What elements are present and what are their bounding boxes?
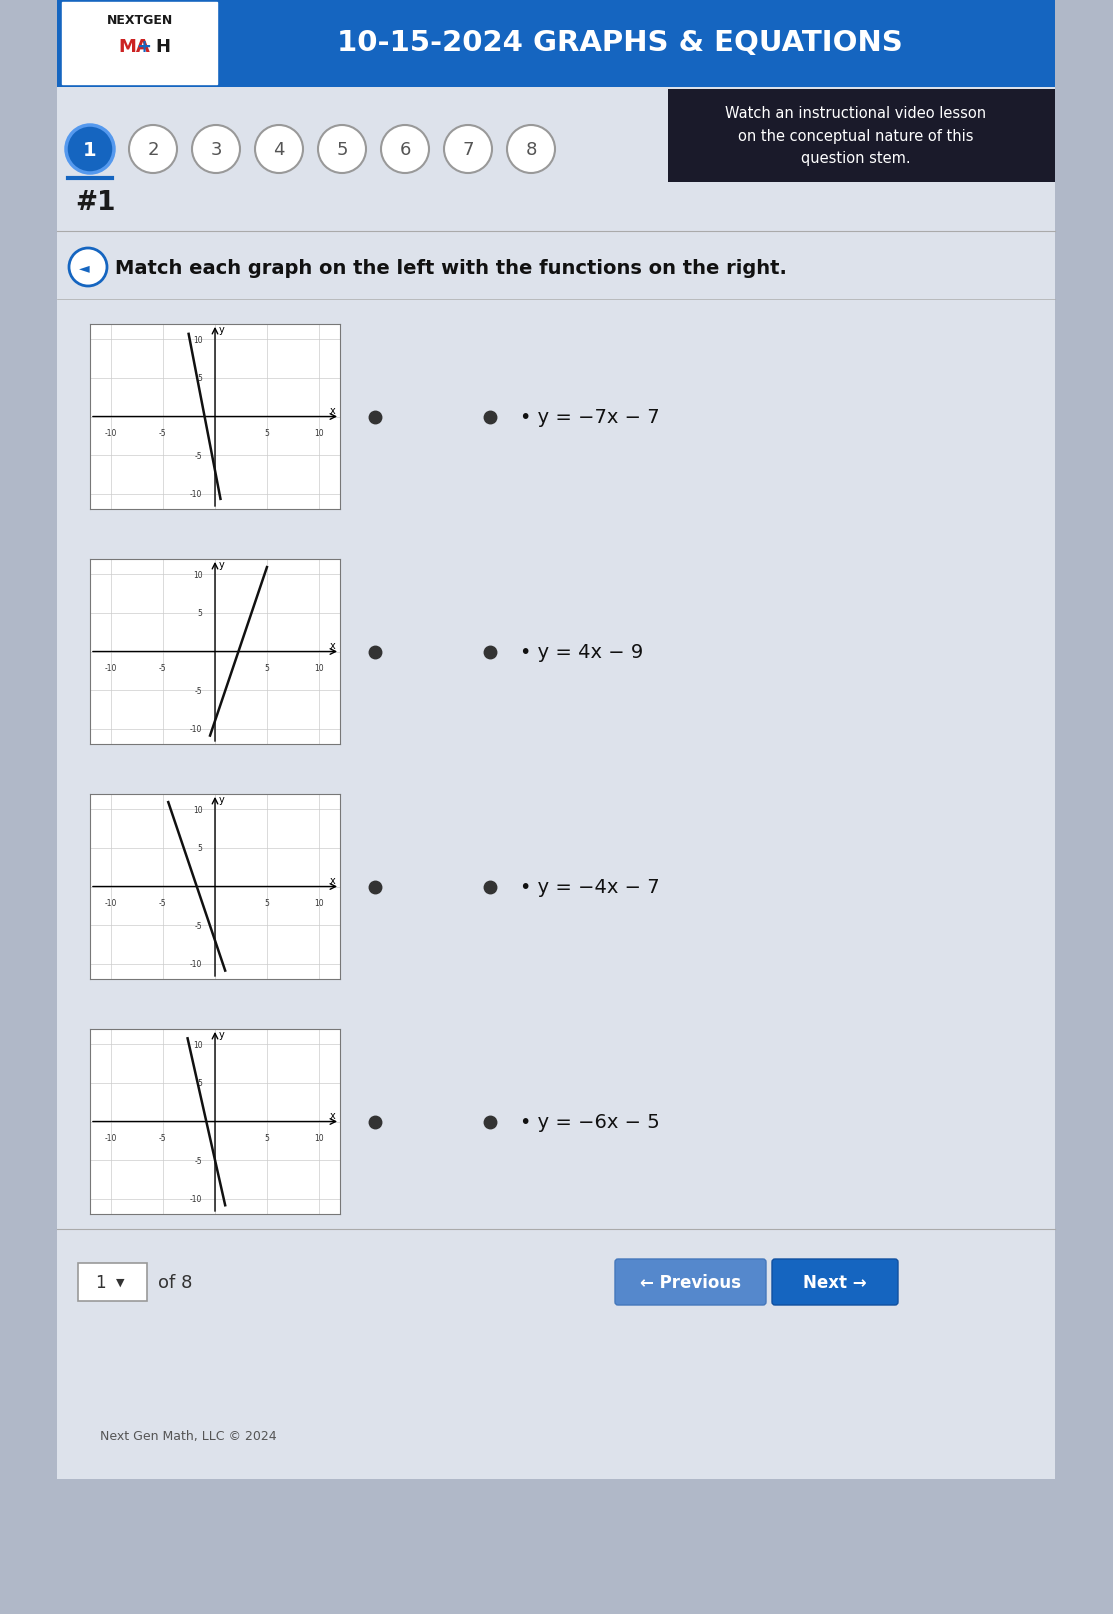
Text: -5: -5	[159, 663, 167, 673]
Text: 5: 5	[336, 140, 347, 158]
Text: y: y	[218, 1030, 224, 1039]
Text: x: x	[329, 1110, 336, 1120]
Text: -10: -10	[105, 899, 117, 907]
Text: x: x	[329, 875, 336, 884]
Text: Match each graph on the left with the functions on the right.: Match each graph on the left with the fu…	[115, 258, 787, 278]
Text: -10: -10	[190, 489, 203, 499]
Text: 10: 10	[193, 571, 203, 579]
Text: 5: 5	[198, 1078, 203, 1088]
Text: 10: 10	[193, 336, 203, 345]
Circle shape	[69, 249, 107, 287]
Text: 7: 7	[462, 140, 474, 158]
Text: -10: -10	[105, 663, 117, 673]
Text: -10: -10	[105, 429, 117, 437]
Text: NEXTGEN: NEXTGEN	[107, 13, 174, 26]
Text: 10: 10	[314, 429, 324, 437]
Text: MA: MA	[118, 39, 150, 56]
FancyBboxPatch shape	[615, 1259, 766, 1306]
Circle shape	[508, 126, 555, 174]
Bar	[668, 90, 1055, 182]
Text: -10: -10	[190, 1194, 203, 1204]
Text: -5: -5	[195, 452, 203, 460]
Text: 10: 10	[314, 1133, 324, 1143]
FancyBboxPatch shape	[78, 1264, 147, 1301]
Text: +: +	[137, 39, 151, 56]
Text: 10: 10	[193, 805, 203, 815]
Text: -5: -5	[195, 686, 203, 696]
Text: #1: #1	[75, 190, 116, 216]
Bar	[62, 3, 217, 86]
Text: 1: 1	[95, 1273, 106, 1291]
Text: ▼: ▼	[116, 1277, 125, 1288]
Text: • y = −7x − 7: • y = −7x − 7	[520, 408, 660, 426]
Text: 2: 2	[147, 140, 159, 158]
Text: -5: -5	[195, 1156, 203, 1165]
Text: 3: 3	[210, 140, 221, 158]
Circle shape	[66, 126, 114, 174]
Text: -5: -5	[159, 429, 167, 437]
Text: • y = 4x − 9: • y = 4x − 9	[520, 642, 643, 662]
Text: -10: -10	[190, 959, 203, 968]
Text: 5: 5	[265, 899, 269, 907]
Circle shape	[255, 126, 303, 174]
Text: 5: 5	[198, 608, 203, 618]
Circle shape	[129, 126, 177, 174]
Text: 10-15-2024 GRAPHS & EQUATIONS: 10-15-2024 GRAPHS & EQUATIONS	[337, 29, 903, 56]
FancyBboxPatch shape	[772, 1259, 898, 1306]
Text: Next →: Next →	[804, 1273, 867, 1291]
Text: 1: 1	[83, 140, 97, 160]
Text: 10: 10	[314, 899, 324, 907]
Text: -5: -5	[159, 899, 167, 907]
Text: H: H	[155, 39, 170, 56]
Circle shape	[381, 126, 429, 174]
Text: 5: 5	[198, 844, 203, 852]
Text: 5: 5	[265, 1133, 269, 1143]
Text: x: x	[329, 641, 336, 650]
Text: 5: 5	[265, 429, 269, 437]
Circle shape	[193, 126, 240, 174]
Text: x: x	[329, 405, 336, 415]
Text: y: y	[218, 324, 224, 336]
Text: -10: -10	[105, 1133, 117, 1143]
Circle shape	[444, 126, 492, 174]
Circle shape	[318, 126, 366, 174]
Text: • y = −6x − 5: • y = −6x − 5	[520, 1112, 660, 1131]
Text: -10: -10	[190, 725, 203, 734]
Text: 6: 6	[400, 140, 411, 158]
Text: 10: 10	[314, 663, 324, 673]
Text: y: y	[218, 796, 224, 805]
Text: y: y	[218, 560, 224, 570]
Text: -5: -5	[159, 1133, 167, 1143]
Text: 10: 10	[193, 1041, 203, 1049]
Text: ◄: ◄	[79, 261, 89, 274]
Text: -5: -5	[195, 922, 203, 930]
Text: ← Previous: ← Previous	[640, 1273, 740, 1291]
Text: Watch an instructional video lesson
on the conceptual nature of this
question st: Watch an instructional video lesson on t…	[726, 107, 986, 166]
Text: 5: 5	[265, 663, 269, 673]
Text: 4: 4	[274, 140, 285, 158]
Bar	[57, 55, 1055, 1478]
Text: 8: 8	[525, 140, 536, 158]
Bar	[57, 0, 1055, 87]
Text: of 8: of 8	[158, 1273, 193, 1291]
Text: • y = −4x − 7: • y = −4x − 7	[520, 878, 660, 896]
Text: Next Gen Math, LLC © 2024: Next Gen Math, LLC © 2024	[100, 1430, 277, 1443]
Text: 5: 5	[198, 374, 203, 383]
